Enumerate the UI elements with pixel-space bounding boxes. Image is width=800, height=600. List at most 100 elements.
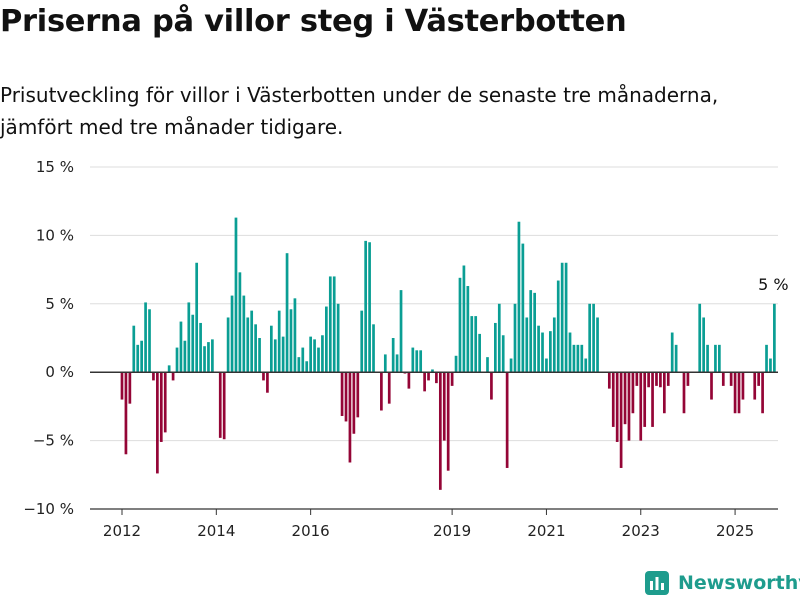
bar bbox=[356, 372, 360, 418]
bar bbox=[631, 372, 635, 414]
bar bbox=[702, 317, 705, 373]
bar bbox=[596, 317, 599, 373]
bar bbox=[431, 369, 434, 373]
bar bbox=[203, 346, 206, 373]
bar bbox=[380, 372, 383, 411]
bar bbox=[497, 303, 501, 373]
bar bbox=[226, 317, 230, 373]
bar bbox=[442, 372, 446, 441]
bar bbox=[714, 344, 717, 373]
bar bbox=[666, 372, 670, 386]
bar bbox=[399, 290, 403, 373]
bar bbox=[328, 276, 332, 373]
bar bbox=[584, 358, 588, 373]
bar bbox=[486, 357, 489, 373]
bar bbox=[411, 347, 415, 373]
bar bbox=[545, 358, 548, 373]
bar bbox=[761, 372, 764, 414]
bar bbox=[655, 372, 658, 386]
bar bbox=[525, 317, 529, 373]
bar bbox=[285, 253, 289, 373]
bar bbox=[627, 372, 631, 441]
bar bbox=[281, 336, 285, 373]
bar bbox=[140, 340, 143, 373]
bar bbox=[348, 372, 352, 463]
y-tick-label: −10 % bbox=[23, 500, 74, 518]
bar bbox=[572, 344, 576, 373]
bar bbox=[273, 339, 277, 373]
bar bbox=[254, 324, 257, 373]
bar bbox=[568, 332, 572, 373]
bar bbox=[179, 321, 183, 373]
subtitle-line-2: jämfört med tre månader tidigare. bbox=[0, 115, 344, 139]
bar bbox=[741, 372, 745, 400]
bar bbox=[458, 277, 462, 373]
bar bbox=[505, 372, 509, 468]
bar bbox=[592, 303, 595, 373]
bar bbox=[175, 347, 179, 373]
bar bbox=[659, 372, 662, 388]
brand-name: Newsworthy bbox=[678, 572, 800, 594]
bar bbox=[144, 302, 147, 373]
page-title: Priserna på villor steg i Västerbotten bbox=[0, 4, 627, 39]
bar bbox=[336, 303, 340, 373]
bar bbox=[427, 372, 430, 381]
x-tick-label: 2012 bbox=[103, 522, 141, 540]
bar bbox=[556, 280, 560, 373]
bar bbox=[171, 372, 175, 381]
bar bbox=[446, 372, 450, 471]
bar bbox=[128, 372, 132, 404]
bar bbox=[521, 243, 525, 373]
bar bbox=[537, 325, 540, 373]
bar bbox=[218, 372, 222, 438]
bar bbox=[651, 372, 654, 427]
bar bbox=[297, 357, 301, 373]
bar bbox=[757, 372, 761, 386]
x-axis-ticks: 2012 2014 2016 2019 2021 2023 2025 bbox=[103, 509, 754, 540]
bar bbox=[615, 372, 619, 442]
bar bbox=[517, 221, 521, 373]
bar bbox=[494, 322, 497, 373]
bar bbox=[132, 325, 136, 373]
bar bbox=[124, 372, 128, 455]
bar bbox=[222, 372, 226, 440]
x-tick-label: 2025 bbox=[716, 522, 754, 540]
bar bbox=[450, 372, 454, 386]
bar bbox=[769, 358, 772, 373]
bar bbox=[207, 342, 210, 373]
y-tick-label: 10 % bbox=[36, 226, 74, 244]
bar bbox=[619, 372, 623, 468]
bar bbox=[501, 335, 505, 373]
bar bbox=[395, 354, 399, 373]
bar bbox=[639, 372, 643, 441]
bar bbox=[438, 372, 442, 490]
bar bbox=[698, 303, 702, 373]
bar bbox=[733, 372, 737, 414]
chart-logo-icon bbox=[645, 571, 669, 595]
bar bbox=[588, 303, 592, 373]
bar bbox=[156, 372, 159, 474]
bar bbox=[623, 372, 627, 425]
bar bbox=[647, 372, 650, 388]
bar bbox=[478, 333, 481, 373]
bar bbox=[293, 298, 297, 373]
bar bbox=[262, 372, 265, 381]
bar bbox=[611, 372, 615, 427]
bar bbox=[163, 372, 167, 433]
bar bbox=[718, 344, 721, 373]
bar bbox=[317, 347, 320, 373]
bar bbox=[152, 372, 155, 381]
bar bbox=[321, 335, 324, 373]
bar bbox=[242, 295, 246, 373]
bar bbox=[529, 290, 533, 373]
bar bbox=[560, 262, 564, 373]
bar bbox=[309, 336, 312, 373]
y-tick-label: 5 % bbox=[45, 295, 74, 313]
bar bbox=[670, 332, 674, 373]
bar bbox=[191, 314, 195, 373]
bar bbox=[607, 372, 611, 389]
bar bbox=[552, 317, 556, 373]
bar bbox=[383, 354, 387, 373]
last-value-label: 5 % bbox=[758, 275, 788, 294]
